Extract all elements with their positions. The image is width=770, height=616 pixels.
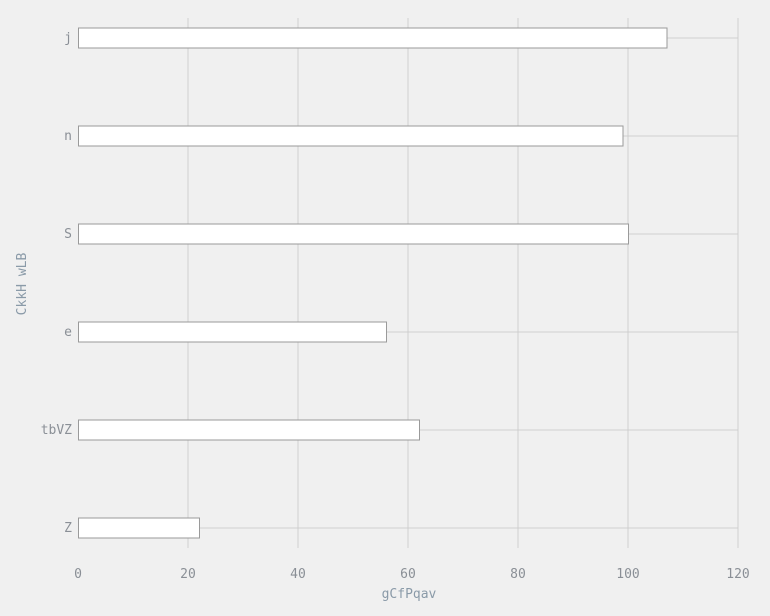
y-tick-label: e (64, 325, 72, 340)
bar-j (78, 27, 668, 49)
y-tick-label: tbVZ (41, 423, 72, 438)
x-tick-label: 120 (726, 567, 749, 582)
x-tick-labels: 0 20 40 60 80 100 120 (74, 567, 750, 582)
y-tick-labels: j n Se tbVZ Z (41, 31, 72, 536)
bar-n (78, 125, 624, 147)
bar-S (78, 223, 629, 245)
x-axis-title: gCfPqav (382, 587, 437, 602)
x-tick-label: 80 (510, 567, 526, 582)
y-tick-label: S (64, 227, 72, 242)
bar-Z (78, 517, 200, 539)
x-tick-label: 60 (400, 567, 416, 582)
y-tick-label: n (64, 129, 72, 144)
x-tick-label: 0 (74, 567, 82, 582)
x-tick-label: 20 (180, 567, 196, 582)
bar-tbVZ (78, 419, 420, 441)
x-tick-label: 100 (616, 567, 639, 582)
grid-lines (78, 18, 739, 548)
bars (78, 27, 668, 539)
x-tick-label: 40 (290, 567, 306, 582)
y-axis-title: CkkH wLB (15, 253, 30, 316)
y-tick-label: j (64, 31, 72, 46)
y-tick-label: Z (64, 521, 72, 536)
bar-e (78, 321, 387, 343)
